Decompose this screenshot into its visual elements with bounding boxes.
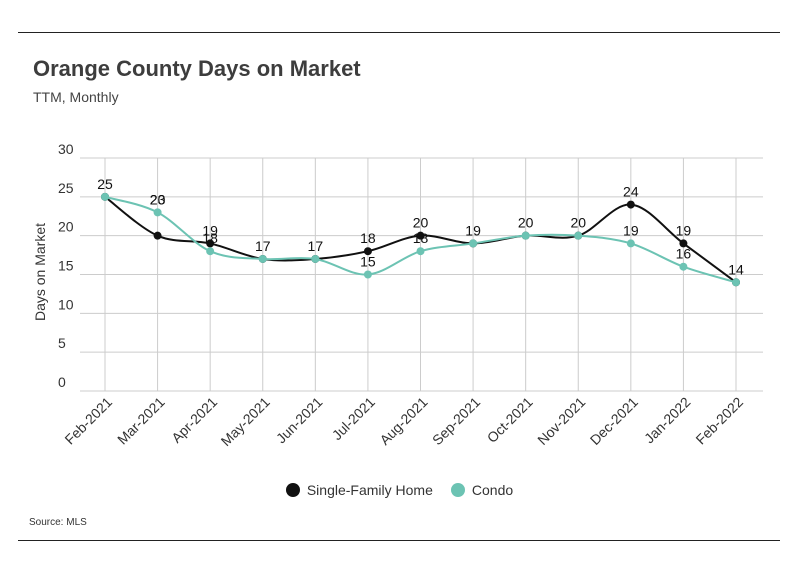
point-condo: [363, 270, 372, 279]
point-single-family: [416, 231, 425, 240]
x-tick-label: Aug-2021: [376, 394, 430, 448]
legend-swatch-condo: [450, 483, 465, 497]
data-label-condo: 18: [413, 230, 429, 246]
data-label-single-family: 20: [413, 215, 429, 231]
x-tick-label: May-2021: [218, 394, 273, 449]
x-tick-label: Feb-2021: [61, 394, 115, 448]
x-tick-label: Mar-2021: [114, 394, 168, 448]
data-label-single-family: 19: [202, 222, 218, 238]
data-label-single-family: 19: [465, 222, 481, 238]
y-tick-label: 20: [58, 219, 74, 235]
data-label-single-family: 17: [308, 238, 324, 254]
legend-swatch-single-family: [285, 483, 300, 497]
point-condo: [311, 254, 320, 263]
top-rule: [18, 32, 780, 33]
x-tick-label: Dec-2021: [587, 394, 641, 448]
point-condo: [416, 247, 425, 256]
point-single-family: [679, 239, 688, 248]
data-label-single-family: 25: [97, 176, 113, 192]
legend-label-single-family: Single-Family Home: [306, 482, 433, 498]
x-tick-label: Jan-2022: [641, 394, 694, 447]
data-label-condo: 16: [676, 246, 692, 262]
data-label-condo: 19: [623, 222, 639, 238]
point-condo: [626, 239, 635, 248]
point-single-family: [206, 239, 215, 248]
point-condo: [206, 247, 215, 256]
data-label-single-family: 20: [518, 215, 534, 231]
y-tick-label: 5: [58, 335, 66, 351]
x-tick-label: Oct-2021: [484, 394, 536, 446]
x-tick-label: Apr-2021: [168, 394, 220, 446]
point-condo: [469, 239, 478, 248]
y-tick-label: 30: [58, 141, 74, 157]
point-single-family: [363, 247, 372, 256]
series-group: [101, 192, 740, 287]
data-label-single-family: 20: [570, 215, 586, 231]
y-tick-label: 10: [58, 296, 74, 312]
grid-lines: [80, 157, 763, 392]
y-tick-label: 25: [58, 180, 74, 196]
point-condo: [153, 208, 162, 217]
x-tick-label: Sep-2021: [429, 394, 483, 448]
data-label-single-family: 17: [255, 238, 271, 254]
data-label-single-family: 24: [623, 184, 639, 200]
x-tick-label: Nov-2021: [534, 394, 588, 448]
y-axis-label: Days on Market: [32, 223, 48, 321]
point-condo: [679, 262, 688, 271]
point-single-family: [153, 231, 162, 240]
y-axis-ticks: 0 5 10 15 20 25 30: [58, 141, 74, 390]
point-single-family: [626, 200, 635, 209]
legend-item-single-family[interactable]: Single-Family Home: [285, 482, 433, 498]
data-label-single-family: 14: [728, 261, 744, 277]
x-tick-label: Jul-2021: [329, 394, 378, 443]
x-tick-label: Feb-2022: [692, 394, 746, 448]
legend: Single-Family Home Condo: [0, 482, 799, 498]
bottom-rule: [18, 540, 780, 541]
point-condo: [101, 192, 109, 201]
chart-title: Orange County Days on Market: [33, 56, 361, 81]
data-label-single-family: 19: [676, 222, 692, 238]
legend-item-condo[interactable]: Condo: [450, 482, 514, 498]
point-condo: [521, 231, 530, 240]
x-tick-label: Jun-2021: [273, 394, 326, 447]
legend-label-condo: Condo: [471, 482, 514, 498]
point-condo: [574, 231, 583, 240]
y-tick-label: 15: [58, 258, 74, 274]
y-tick-label: 0: [58, 374, 66, 390]
point-condo: [732, 278, 740, 287]
data-label-condo: 15: [360, 254, 376, 270]
data-label-single-family: 20: [150, 191, 166, 207]
chart-subtitle: TTM, Monthly: [33, 89, 119, 105]
source-note: Source: MLS: [29, 517, 87, 528]
point-condo: [258, 254, 267, 263]
data-label-condo: 18: [202, 230, 218, 246]
data-label-condo: 23: [150, 191, 166, 207]
data-label-single-family: 18: [360, 230, 376, 246]
